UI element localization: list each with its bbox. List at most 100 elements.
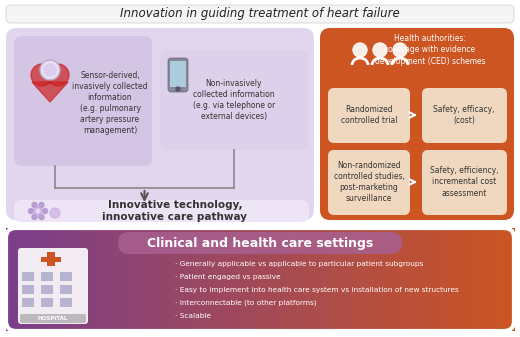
Bar bbox=[221, 228, 224, 331]
Text: Randomized
controlled trial: Randomized controlled trial bbox=[341, 105, 397, 125]
Bar bbox=[48, 228, 51, 331]
Bar bbox=[118, 228, 121, 331]
Bar bbox=[194, 228, 197, 331]
Bar bbox=[330, 228, 332, 331]
Bar bbox=[343, 228, 346, 331]
Bar bbox=[451, 228, 454, 331]
Bar bbox=[469, 228, 471, 331]
Circle shape bbox=[50, 208, 60, 218]
Bar bbox=[41, 272, 53, 281]
Bar bbox=[60, 272, 72, 281]
Bar bbox=[499, 228, 501, 331]
Bar bbox=[285, 228, 288, 331]
Circle shape bbox=[32, 203, 37, 208]
Bar bbox=[489, 228, 491, 331]
Bar bbox=[295, 228, 298, 331]
Bar bbox=[338, 228, 341, 331]
Bar bbox=[311, 228, 314, 331]
Bar bbox=[404, 228, 407, 331]
Bar bbox=[187, 228, 190, 331]
Bar bbox=[155, 228, 158, 331]
Bar bbox=[79, 228, 82, 331]
FancyBboxPatch shape bbox=[118, 232, 402, 254]
Bar bbox=[375, 228, 378, 331]
Bar bbox=[202, 228, 205, 331]
Bar bbox=[196, 228, 198, 331]
Bar bbox=[289, 228, 292, 331]
Bar bbox=[412, 228, 415, 331]
Bar bbox=[216, 228, 219, 331]
Circle shape bbox=[44, 64, 56, 76]
Bar bbox=[353, 228, 356, 331]
Bar bbox=[365, 228, 368, 331]
Bar bbox=[446, 228, 449, 331]
Bar bbox=[492, 228, 495, 331]
Bar bbox=[421, 228, 424, 331]
FancyBboxPatch shape bbox=[6, 28, 314, 220]
Circle shape bbox=[39, 215, 44, 220]
Bar bbox=[490, 228, 493, 331]
Bar bbox=[438, 228, 440, 331]
Bar bbox=[480, 228, 483, 331]
FancyBboxPatch shape bbox=[328, 150, 410, 215]
Bar bbox=[96, 228, 98, 331]
Bar bbox=[458, 228, 461, 331]
Bar bbox=[324, 228, 327, 331]
Bar bbox=[411, 228, 413, 331]
Bar bbox=[264, 228, 266, 331]
Bar bbox=[69, 228, 71, 331]
Bar bbox=[507, 228, 510, 331]
Bar bbox=[460, 228, 462, 331]
Text: Sensor-derived,
invasively collected
information
(e.g. pulmonary
artery pressure: Sensor-derived, invasively collected inf… bbox=[72, 71, 148, 135]
Bar bbox=[147, 228, 149, 331]
Bar bbox=[182, 228, 185, 331]
Bar bbox=[111, 228, 114, 331]
Bar bbox=[41, 298, 53, 307]
Bar bbox=[128, 228, 131, 331]
Bar bbox=[504, 228, 506, 331]
Bar bbox=[313, 228, 315, 331]
Bar bbox=[209, 228, 212, 331]
Bar bbox=[43, 228, 46, 331]
Text: Non-randomized
controlled studies,
post-marketing
surveillance: Non-randomized controlled studies, post-… bbox=[333, 161, 405, 203]
Bar bbox=[70, 228, 73, 331]
Bar bbox=[466, 228, 469, 331]
Bar bbox=[399, 228, 401, 331]
Bar bbox=[445, 228, 447, 331]
Bar bbox=[36, 228, 39, 331]
Bar bbox=[168, 228, 171, 331]
Bar bbox=[45, 228, 48, 331]
Bar bbox=[367, 228, 369, 331]
Bar bbox=[50, 228, 53, 331]
Bar bbox=[496, 228, 498, 331]
Bar bbox=[348, 228, 351, 331]
Bar bbox=[282, 228, 285, 331]
Bar bbox=[42, 228, 44, 331]
Bar bbox=[148, 228, 151, 331]
Bar bbox=[67, 228, 70, 331]
Bar bbox=[213, 228, 215, 331]
Bar bbox=[175, 228, 178, 331]
Bar bbox=[206, 228, 209, 331]
Bar bbox=[199, 228, 202, 331]
Bar bbox=[318, 228, 320, 331]
Bar bbox=[214, 228, 217, 331]
Bar bbox=[291, 228, 293, 331]
Bar bbox=[473, 228, 476, 331]
Bar bbox=[231, 228, 234, 331]
FancyBboxPatch shape bbox=[6, 5, 514, 23]
Bar bbox=[174, 228, 176, 331]
Text: Non-invasively
collected information
(e.g. via telephone or
external devices): Non-invasively collected information (e.… bbox=[193, 79, 275, 121]
Bar bbox=[66, 228, 68, 331]
Bar bbox=[382, 228, 385, 331]
Bar bbox=[245, 228, 248, 331]
Bar bbox=[238, 228, 241, 331]
Bar bbox=[265, 228, 268, 331]
Bar bbox=[62, 228, 64, 331]
Bar bbox=[341, 228, 344, 331]
Bar bbox=[246, 228, 249, 331]
Bar bbox=[509, 228, 512, 331]
Bar bbox=[223, 228, 226, 331]
Bar bbox=[427, 228, 431, 331]
Bar bbox=[363, 228, 366, 331]
